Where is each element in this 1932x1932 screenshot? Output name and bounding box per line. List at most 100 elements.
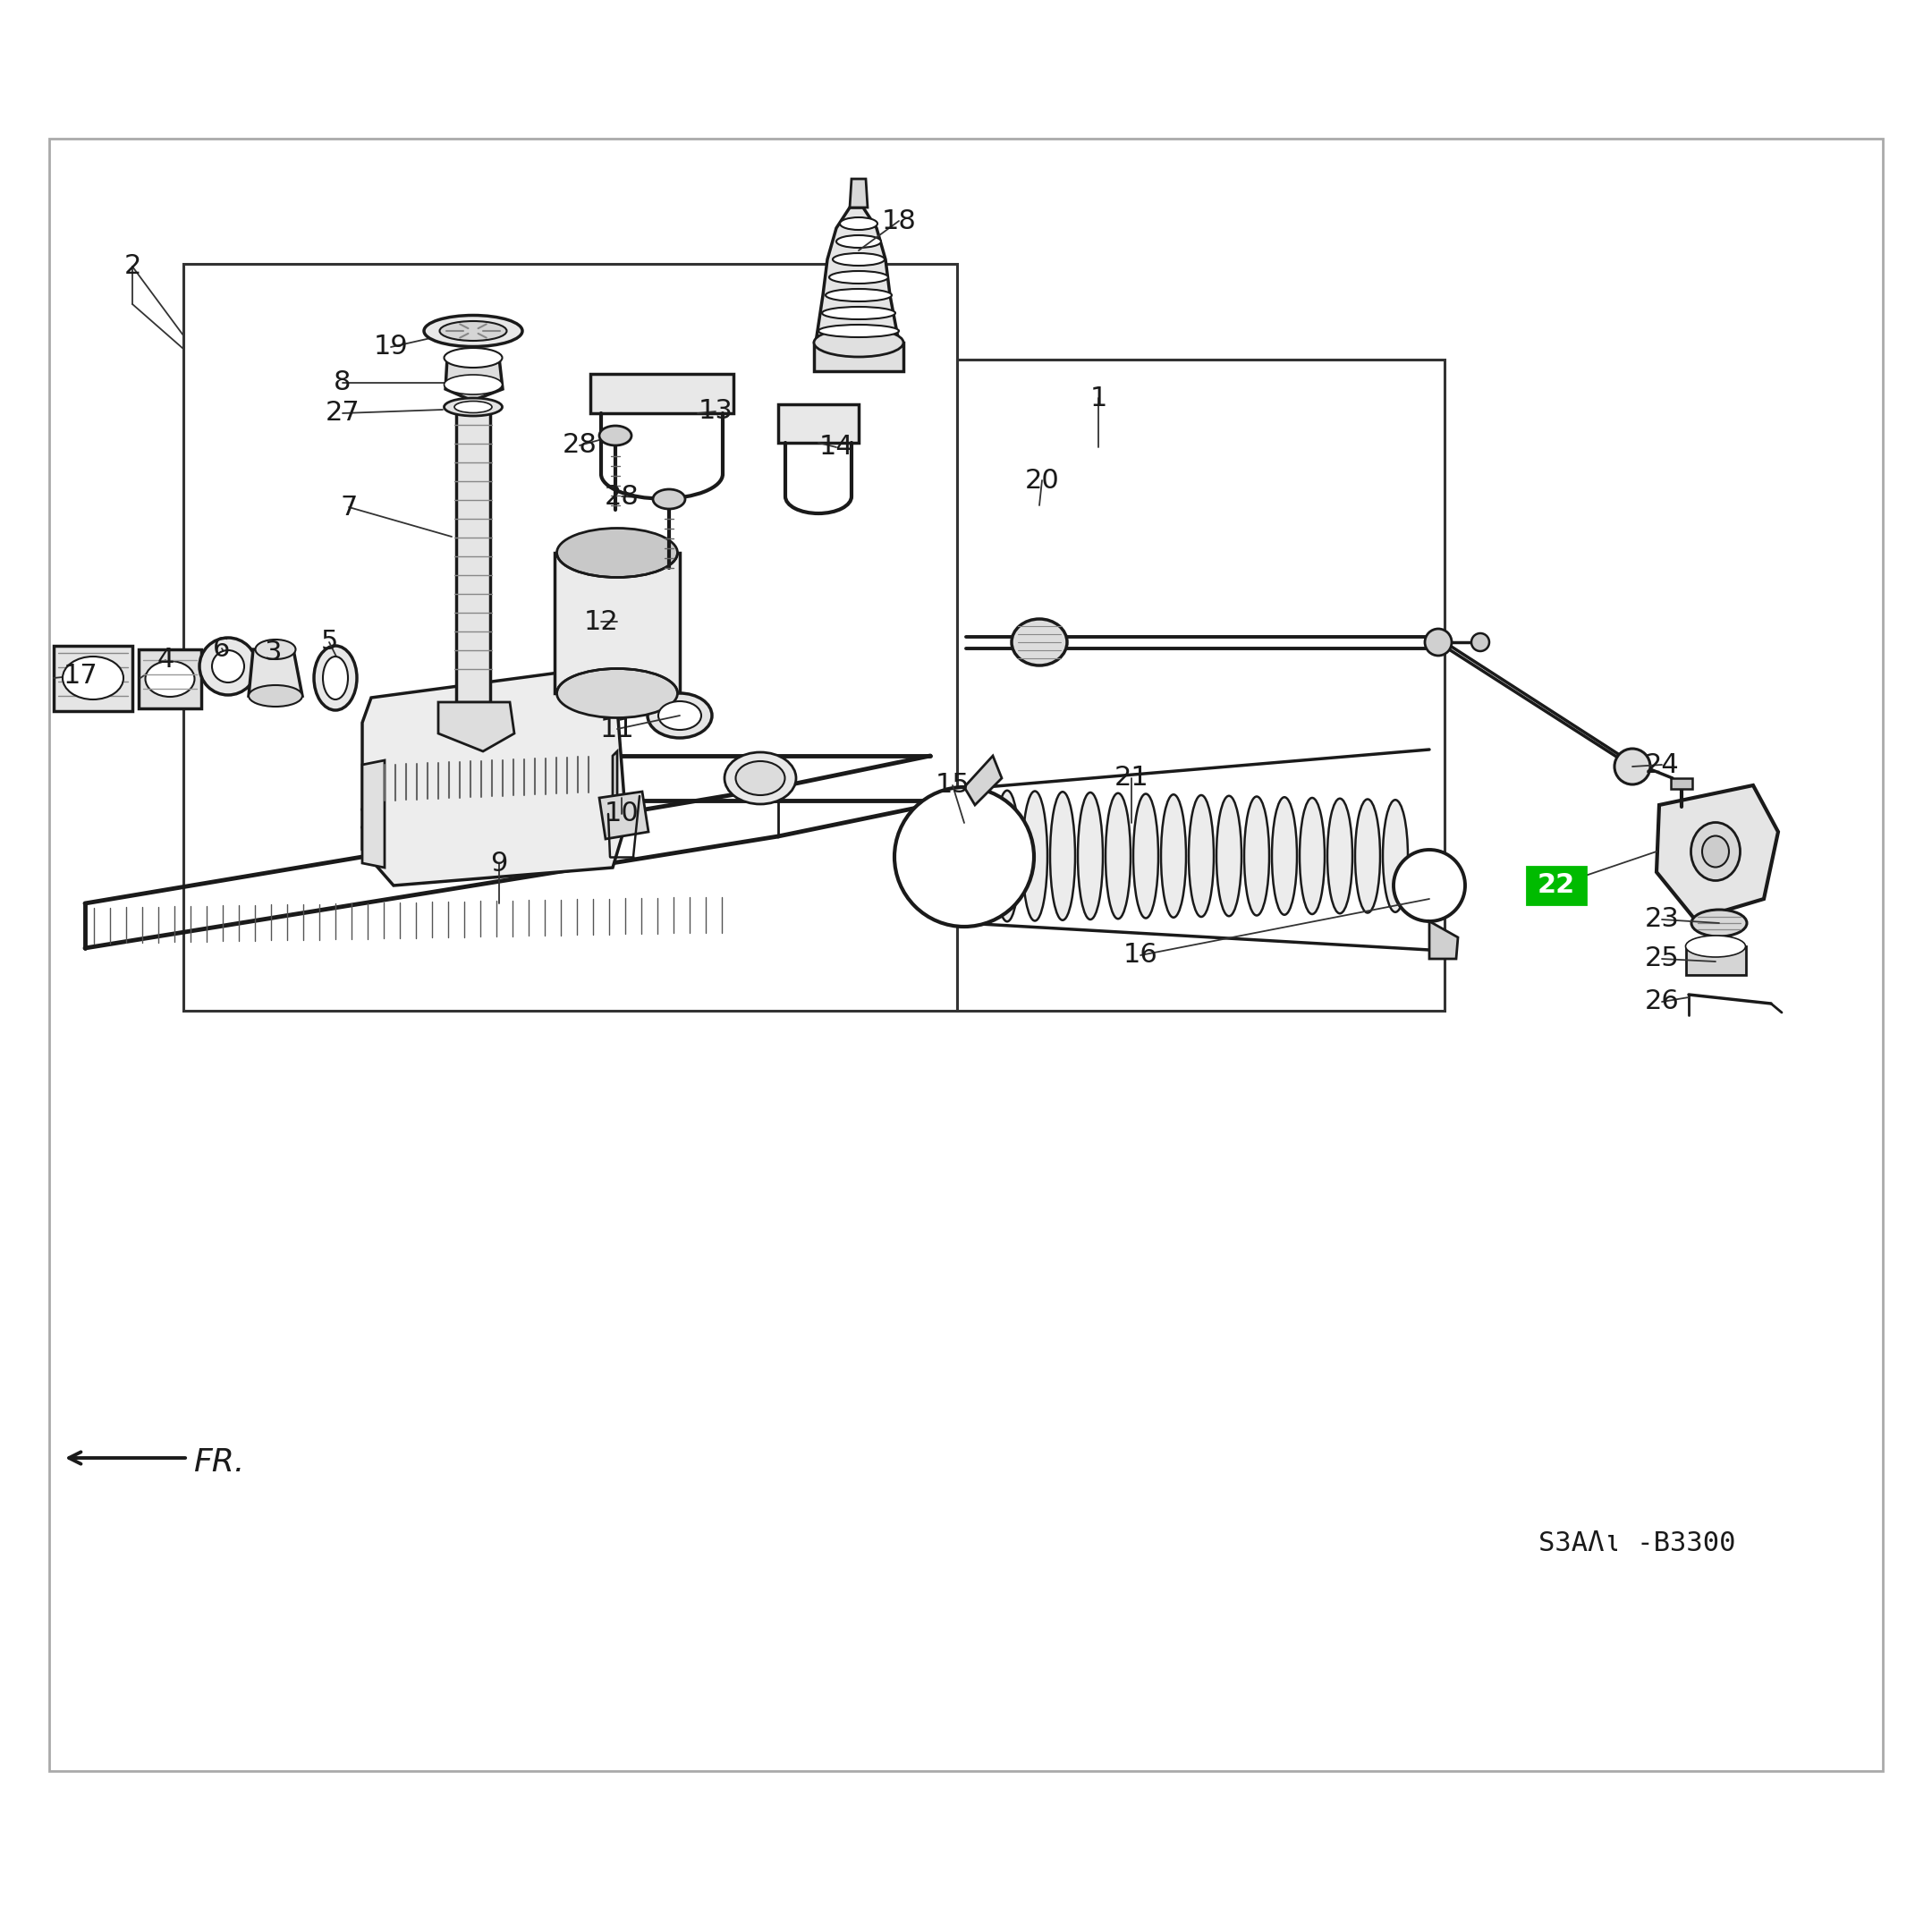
Text: 17: 17 (64, 663, 99, 688)
Ellipse shape (556, 527, 678, 578)
Polygon shape (813, 342, 904, 371)
Text: 16: 16 (1122, 943, 1157, 968)
Text: 4: 4 (156, 647, 174, 672)
Polygon shape (48, 139, 1884, 1772)
Polygon shape (850, 180, 867, 207)
Polygon shape (956, 359, 1445, 1010)
Circle shape (1615, 748, 1650, 784)
Ellipse shape (1105, 794, 1130, 920)
Ellipse shape (1051, 792, 1074, 920)
Polygon shape (363, 670, 626, 885)
Ellipse shape (440, 321, 506, 340)
Ellipse shape (813, 328, 904, 357)
Ellipse shape (659, 701, 701, 730)
Text: 19: 19 (373, 334, 408, 359)
Text: S3AΛι -B3300: S3AΛι -B3300 (1538, 1530, 1735, 1555)
Ellipse shape (647, 694, 713, 738)
Ellipse shape (313, 645, 357, 711)
Polygon shape (554, 553, 680, 694)
Polygon shape (1430, 922, 1459, 958)
Ellipse shape (1161, 794, 1186, 918)
Circle shape (199, 638, 257, 696)
Ellipse shape (1012, 618, 1066, 665)
Text: 11: 11 (599, 717, 634, 742)
Circle shape (1472, 634, 1490, 651)
Text: 13: 13 (697, 398, 732, 425)
Text: 2: 2 (124, 253, 141, 280)
Ellipse shape (444, 348, 502, 367)
Ellipse shape (840, 216, 877, 230)
Text: 6: 6 (213, 636, 230, 661)
Polygon shape (779, 404, 858, 442)
Ellipse shape (556, 668, 678, 719)
Ellipse shape (1078, 792, 1103, 920)
Polygon shape (184, 265, 956, 1010)
Text: 9: 9 (491, 850, 508, 875)
Text: 27: 27 (325, 400, 359, 427)
Text: 28: 28 (605, 483, 639, 510)
Text: 1: 1 (1090, 384, 1107, 412)
Ellipse shape (829, 270, 889, 284)
Ellipse shape (825, 290, 893, 301)
Ellipse shape (1188, 796, 1213, 918)
Text: 12: 12 (583, 609, 618, 634)
Polygon shape (439, 701, 514, 752)
Text: 28: 28 (562, 433, 597, 458)
Ellipse shape (454, 402, 493, 413)
Ellipse shape (1134, 794, 1159, 918)
Ellipse shape (653, 489, 686, 508)
Text: 21: 21 (1115, 765, 1150, 790)
Circle shape (895, 786, 1034, 927)
Text: 24: 24 (1644, 752, 1679, 779)
Ellipse shape (1022, 790, 1047, 922)
Ellipse shape (995, 790, 1020, 922)
Polygon shape (1671, 779, 1692, 788)
Ellipse shape (1690, 823, 1741, 881)
Text: 10: 10 (605, 802, 639, 827)
Text: 14: 14 (819, 435, 854, 460)
Ellipse shape (1271, 798, 1296, 914)
Ellipse shape (837, 236, 881, 247)
Text: 8: 8 (334, 369, 352, 396)
Polygon shape (599, 792, 649, 838)
Text: 20: 20 (1024, 468, 1059, 493)
Ellipse shape (736, 761, 784, 796)
Circle shape (1426, 628, 1451, 655)
Ellipse shape (444, 375, 502, 394)
Text: FR.: FR. (193, 1447, 245, 1478)
Ellipse shape (444, 398, 502, 415)
Text: 15: 15 (935, 773, 970, 798)
Ellipse shape (145, 661, 195, 697)
Ellipse shape (423, 315, 522, 346)
Ellipse shape (724, 752, 796, 804)
Ellipse shape (1354, 800, 1379, 912)
Text: 3: 3 (265, 639, 282, 667)
Ellipse shape (62, 657, 124, 699)
Text: 5: 5 (321, 630, 338, 655)
Polygon shape (139, 649, 201, 709)
Polygon shape (249, 649, 301, 696)
Polygon shape (446, 357, 502, 400)
Ellipse shape (833, 253, 885, 265)
Polygon shape (456, 408, 491, 701)
Polygon shape (815, 207, 898, 342)
Ellipse shape (821, 307, 895, 319)
Ellipse shape (323, 657, 348, 699)
Ellipse shape (1383, 800, 1408, 912)
Ellipse shape (1685, 935, 1745, 956)
Text: 18: 18 (881, 209, 916, 234)
Ellipse shape (1690, 910, 1747, 937)
Ellipse shape (255, 639, 296, 659)
Ellipse shape (249, 686, 301, 707)
Ellipse shape (1327, 798, 1352, 914)
Ellipse shape (1217, 796, 1242, 916)
Text: 22: 22 (1538, 873, 1575, 898)
Polygon shape (964, 755, 1003, 806)
Polygon shape (612, 752, 616, 806)
FancyBboxPatch shape (1526, 867, 1586, 904)
Ellipse shape (1244, 796, 1269, 916)
Circle shape (1393, 850, 1464, 922)
Text: 26: 26 (1644, 989, 1679, 1014)
Ellipse shape (1300, 798, 1325, 914)
Polygon shape (1687, 947, 1747, 976)
